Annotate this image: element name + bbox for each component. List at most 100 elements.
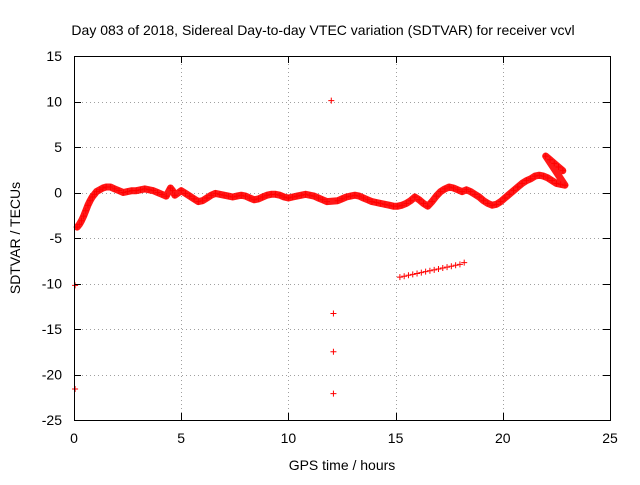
data-point [72, 386, 79, 393]
data-point [446, 184, 453, 191]
data-point [315, 194, 322, 201]
data-point [452, 262, 459, 269]
data-point [497, 198, 504, 205]
data-point [87, 197, 94, 204]
data-point [476, 194, 483, 201]
data-point [212, 190, 219, 197]
data-point [259, 194, 266, 201]
data-point [553, 180, 560, 187]
data-point [124, 188, 131, 195]
x-tick-label: 10 [281, 430, 297, 446]
data-point [276, 192, 283, 199]
data-point [531, 173, 538, 180]
data-point [411, 194, 418, 201]
x-tick-label: 0 [70, 430, 78, 446]
data-point [330, 310, 337, 317]
data-point [72, 282, 79, 289]
y-axis-label: SDTVAR / TECUs [7, 182, 23, 294]
data-point [158, 191, 165, 198]
data-point [238, 192, 245, 199]
data-point [403, 200, 410, 207]
data-point [536, 172, 543, 179]
data-point [484, 200, 491, 207]
data-point [373, 199, 380, 206]
data-point [456, 261, 463, 268]
data-point [330, 390, 337, 397]
series-band [73, 152, 569, 231]
data-point [471, 191, 478, 198]
data-point [251, 196, 258, 203]
data-point [437, 188, 444, 195]
data-point [111, 185, 118, 192]
x-axis: 0 5 10 15 20 25 [70, 56, 618, 446]
data-point [489, 202, 496, 209]
data-point [409, 271, 416, 278]
data-point [441, 185, 448, 192]
data-point [203, 194, 210, 201]
data-point [416, 196, 423, 203]
data-point [306, 192, 313, 199]
data-point [493, 201, 500, 208]
data-point [461, 259, 468, 266]
data-point [163, 193, 170, 200]
data-point [120, 189, 127, 196]
data-point [407, 197, 414, 204]
data-point [133, 187, 140, 194]
data-point [229, 194, 236, 201]
data-point [302, 191, 309, 198]
data-point [169, 187, 176, 194]
data-point [221, 192, 228, 199]
y-tick-label: 5 [54, 139, 62, 155]
data-point [559, 167, 566, 174]
y-tick-label: -10 [42, 276, 62, 292]
data-point [347, 193, 354, 200]
data-point [540, 173, 547, 180]
data-point [394, 203, 401, 210]
data-point [334, 197, 341, 204]
data-point [467, 188, 474, 195]
data-point [191, 195, 198, 202]
data-point [501, 194, 508, 201]
data-point [551, 160, 558, 167]
data-point [343, 194, 350, 201]
data-point [107, 184, 114, 191]
x-tick-label: 20 [495, 430, 511, 446]
data-point [519, 180, 526, 187]
data-point [506, 191, 513, 198]
data-point [426, 267, 433, 274]
data-point [82, 207, 89, 214]
data-point [424, 203, 431, 210]
data-point [523, 177, 530, 184]
y-tick-label: 15 [46, 48, 62, 64]
data-point [510, 187, 517, 194]
data-point [399, 202, 406, 209]
data-point [99, 184, 106, 191]
data-point [76, 221, 83, 228]
y-tick-label: 10 [46, 94, 62, 110]
data-point [377, 200, 384, 207]
grid-lines [74, 56, 610, 420]
data-point [208, 192, 215, 199]
data-point [431, 266, 438, 273]
data-point [171, 192, 178, 199]
data-point [311, 193, 318, 200]
data-point [542, 153, 549, 160]
data-point [386, 202, 393, 209]
data-point [93, 188, 100, 195]
data-point [555, 164, 562, 171]
data-point [216, 191, 223, 198]
data-point [439, 265, 446, 272]
data-point [514, 184, 521, 191]
y-tick-label: -20 [42, 367, 62, 383]
data-point [546, 156, 553, 163]
data-point [463, 186, 470, 193]
data-point [454, 186, 461, 193]
data-point [80, 213, 87, 220]
data-point [150, 187, 157, 194]
data-point [381, 201, 388, 208]
data-point [435, 265, 442, 272]
data-point [96, 186, 103, 193]
data-point [339, 195, 345, 202]
